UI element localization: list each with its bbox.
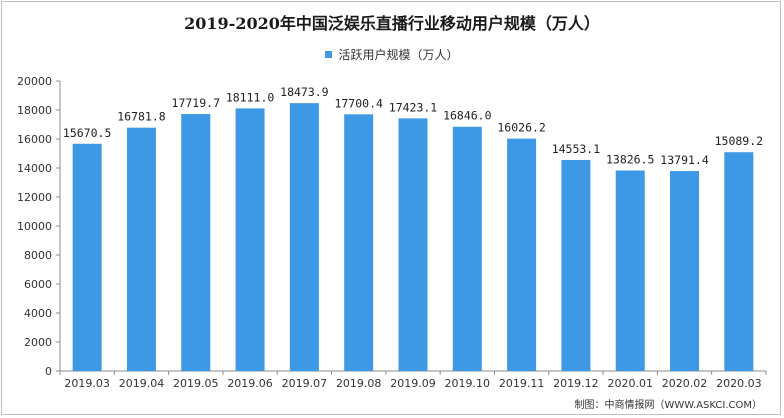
x-tick-label: 2020.03 [716, 377, 762, 390]
data-label: 14553.1 [552, 142, 601, 156]
x-tick-label: 2019.10 [445, 377, 491, 390]
y-tick-label: 16000 [17, 133, 52, 146]
bar-2019.04 [126, 127, 156, 371]
credit-text: 制图：中商情报网（WWW.ASKCI.COM） [574, 400, 763, 411]
data-label: 15089.2 [715, 134, 763, 148]
data-label: 15670.5 [63, 126, 111, 140]
bar-2019.07 [289, 103, 319, 371]
y-tick-label: 8000 [24, 249, 52, 262]
bar-2020.01 [615, 170, 645, 371]
y-tick-label: 20000 [17, 75, 52, 88]
bar-2019.09 [398, 118, 428, 371]
chart-legend: 活跃用户规模（万人） [0, 46, 784, 63]
y-tick-label: 10000 [17, 220, 52, 233]
x-tick-label: 2020.01 [607, 377, 653, 390]
y-tick-label: 4000 [24, 307, 52, 320]
bar-2019.03 [72, 143, 102, 371]
bar-2019.05 [181, 114, 211, 372]
legend-swatch [325, 51, 333, 58]
bar-2019.08 [344, 114, 374, 371]
data-label: 13791.4 [660, 153, 709, 167]
x-tick-label: 2020.02 [662, 377, 708, 390]
x-tick-label: 2019.08 [336, 377, 382, 390]
bar-2019.12 [561, 159, 591, 371]
x-tick-label: 2019.05 [173, 377, 219, 390]
y-tick-label: 12000 [17, 191, 52, 204]
bar-2019.10 [452, 126, 482, 371]
x-tick-label: 2019.09 [390, 377, 436, 390]
legend-label: 活跃用户规模（万人） [338, 48, 459, 62]
y-tick-label: 0 [45, 365, 52, 378]
x-tick-label: 2019.07 [282, 377, 328, 390]
data-label: 17423.1 [389, 100, 438, 114]
chart-title: 2019-2020年中国泛娱乐直播行业移动用户规模（万人） [184, 14, 600, 33]
x-tick-label: 2019.11 [499, 377, 545, 390]
data-label: 16026.2 [497, 121, 545, 135]
y-tick-label: 14000 [17, 162, 52, 175]
bar-2019.06 [235, 108, 265, 371]
data-label: 16781.8 [117, 110, 166, 124]
bar-2020.02 [670, 171, 700, 371]
y-tick-label: 6000 [24, 278, 52, 291]
data-label: 18473.9 [280, 85, 329, 99]
bar-2020.03 [724, 152, 754, 371]
x-tick-label: 2019.03 [64, 377, 110, 390]
y-tick-label: 2000 [24, 336, 52, 349]
x-tick-label: 2019.04 [119, 377, 165, 390]
data-label: 16846.0 [443, 109, 492, 123]
data-label: 18111.0 [226, 90, 275, 104]
y-tick-label: 18000 [17, 104, 52, 117]
x-tick-label: 2019.12 [553, 377, 599, 390]
bar-2019.11 [507, 138, 537, 371]
data-label: 13826.5 [606, 153, 654, 167]
data-label: 17700.4 [334, 96, 383, 110]
x-tick-label: 2019.06 [227, 377, 273, 390]
data-label: 17719.7 [172, 96, 221, 110]
